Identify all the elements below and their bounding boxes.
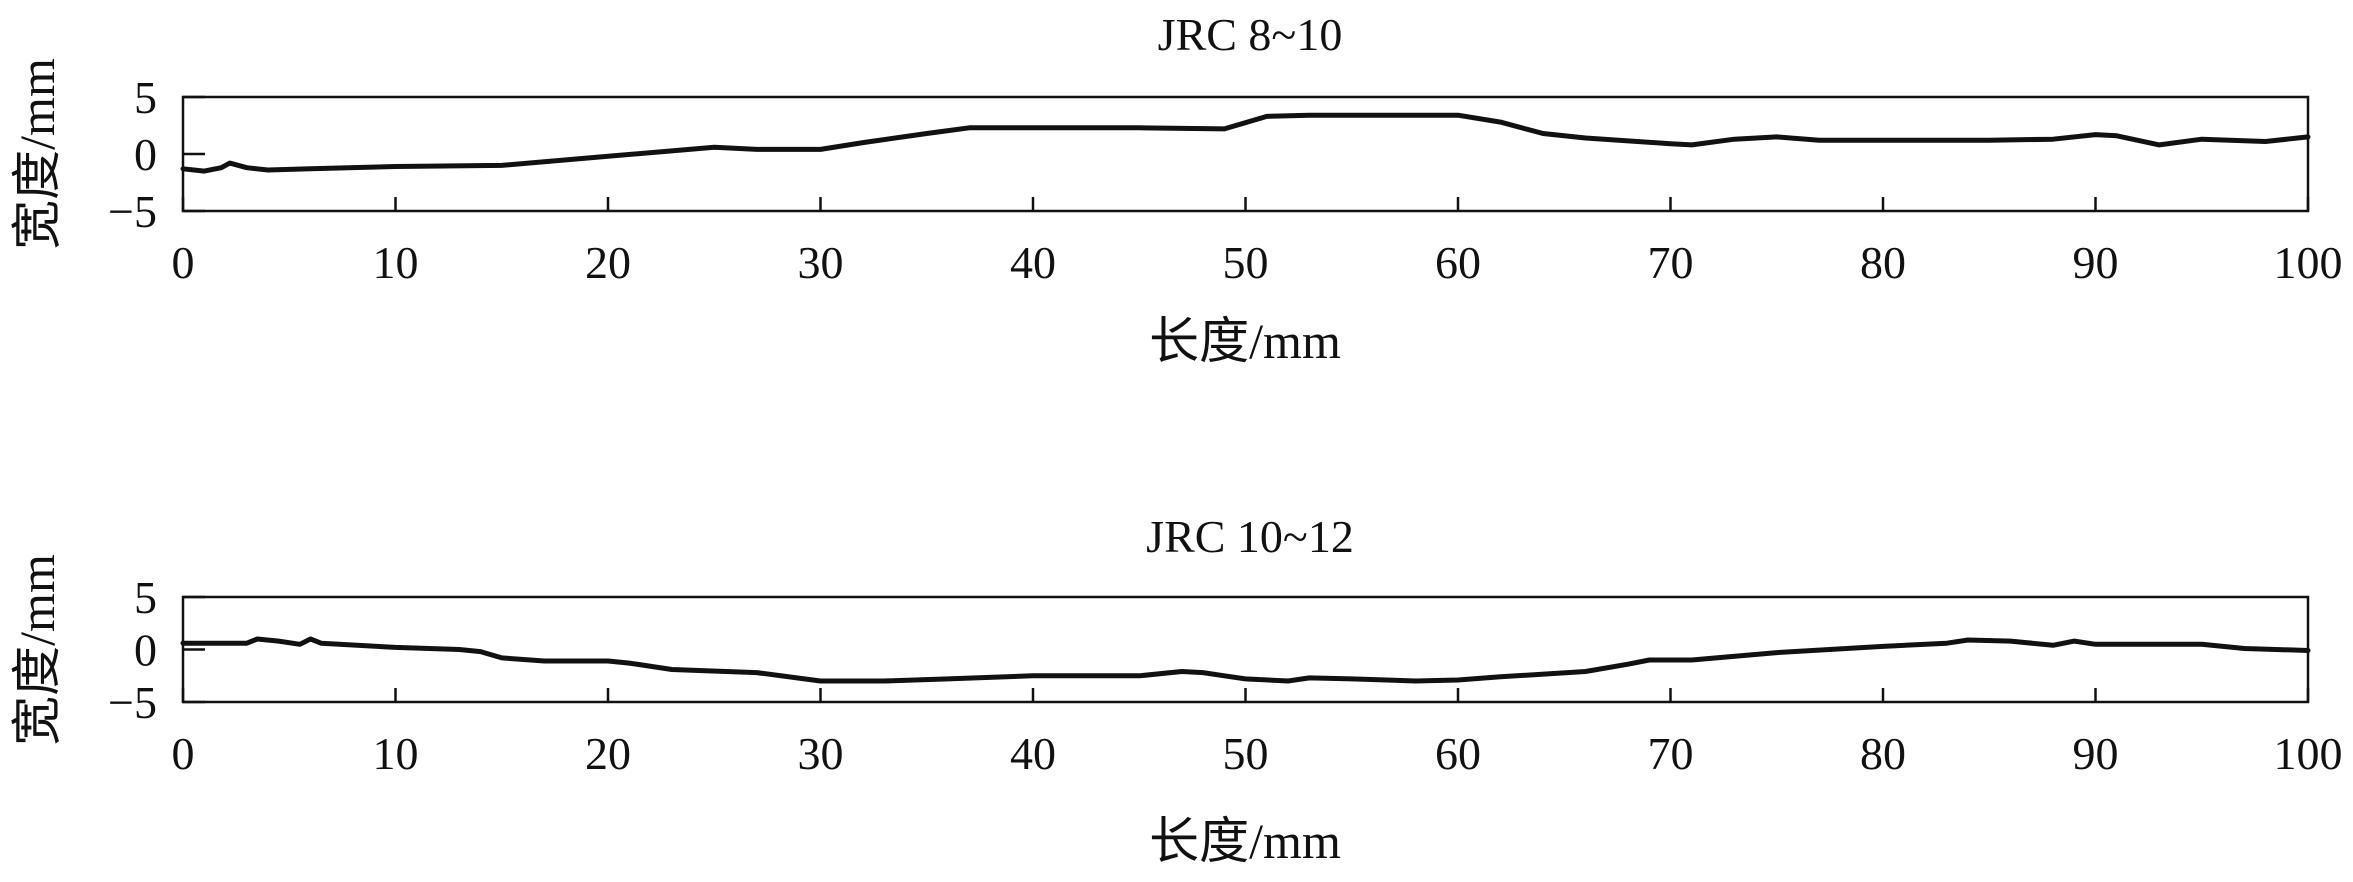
y-tick-label: 5 xyxy=(134,72,157,123)
profile-line xyxy=(180,112,2311,174)
y-tick-label: −5 xyxy=(108,186,157,237)
profile-line xyxy=(180,636,2311,684)
x-tick-label: 70 xyxy=(1648,237,1694,288)
x-tick-label: 90 xyxy=(2073,728,2119,779)
x-tick-label: 40 xyxy=(1010,728,1056,779)
x-axis-label: 长度/mm xyxy=(1149,313,1341,369)
x-tick-label: 0 xyxy=(172,237,195,288)
x-tick-label: 60 xyxy=(1435,237,1481,288)
plot-frame xyxy=(181,595,2310,704)
x-tick-label: 10 xyxy=(373,728,419,779)
x-tick-label: 40 xyxy=(1010,237,1056,288)
x-tick-label: 100 xyxy=(2274,728,2343,779)
y-ticks: 5 0 −5 xyxy=(108,72,205,237)
y-axis-label: 宽度/mm xyxy=(9,58,65,250)
y-axis-label: 宽度/mm xyxy=(9,554,65,746)
x-tick-label: 50 xyxy=(1223,728,1269,779)
x-tick-label: 20 xyxy=(585,237,631,288)
x-tick-label: 70 xyxy=(1648,728,1694,779)
x-tick-label: 30 xyxy=(798,728,844,779)
x-ticks: 0 10 20 30 40 50 60 70 80 90 100 xyxy=(172,197,2343,288)
x-tick-label: 100 xyxy=(2274,237,2343,288)
y-tick-label: −5 xyxy=(108,677,157,728)
x-ticks: 0 10 20 30 40 50 60 70 80 90 100 xyxy=(172,688,2343,779)
x-tick-label: 50 xyxy=(1223,237,1269,288)
plot-frame xyxy=(181,95,2310,213)
x-tick-label: 10 xyxy=(373,237,419,288)
x-tick-label: 90 xyxy=(2073,237,2119,288)
chart-title: JRC 10~12 xyxy=(1146,511,1354,562)
y-tick-label: 5 xyxy=(134,572,157,623)
y-tick-label: 0 xyxy=(134,625,157,676)
chart-title: JRC 8~10 xyxy=(1158,9,1343,60)
chart-panel-jrc-8-10: JRC 8~10 50−5 0 10 20 30 40 50 60 70 80 90 100 长度/… xyxy=(9,9,2343,369)
x-tick-label: 20 xyxy=(585,728,631,779)
y-ticks: 50−5 xyxy=(108,572,205,728)
x-tick-label: 0 xyxy=(172,728,195,779)
x-axis-label: 长度/mm xyxy=(1149,813,1341,869)
x-tick-label: 80 xyxy=(1860,237,1906,288)
chart-panel-jrc-10-12: JRC 10~12 50−5 0 10 20 30 40 50 60 70 80 90 100 长度… xyxy=(9,511,2343,869)
y-tick-label: 0 xyxy=(134,129,157,180)
x-tick-label: 60 xyxy=(1435,728,1481,779)
x-tick-label: 30 xyxy=(798,237,844,288)
x-tick-label: 80 xyxy=(1860,728,1906,779)
